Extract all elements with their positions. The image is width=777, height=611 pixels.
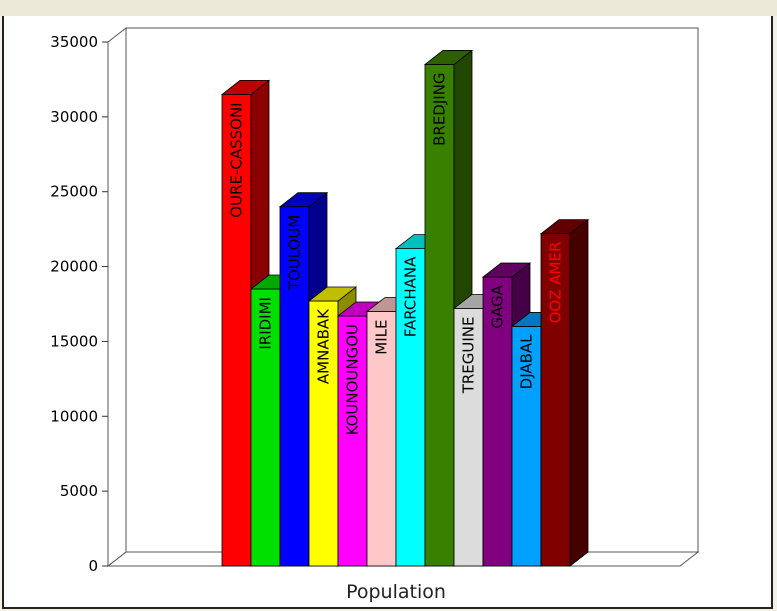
chart-left-wall	[107, 26, 127, 568]
y-tick-label: 15000	[50, 332, 98, 350]
bar-label: OOZ AMER	[547, 242, 565, 324]
bar-front	[366, 311, 397, 567]
y-tick-label: 0	[88, 557, 98, 575]
bar-front	[540, 233, 571, 567]
y-axis-ticks: 0 5000 10000 15000 20000 25000 30000 35000	[50, 33, 108, 575]
y-tick-label: 30000	[50, 108, 98, 126]
bar-front	[337, 315, 368, 567]
y-tick-label: 20000	[50, 258, 98, 276]
y-tick-label: 25000	[50, 183, 98, 201]
bar: OOZ AMER	[539, 218, 590, 567]
bar-front	[424, 64, 455, 567]
bar-top	[307, 286, 358, 302]
bar-label: GAGA	[489, 284, 507, 328]
bar-front	[221, 94, 252, 567]
bar-label: OURE-CASSONI	[228, 102, 246, 217]
bar-top	[481, 262, 532, 278]
bar-top	[423, 50, 474, 65]
bar-label: TREGUINE	[460, 316, 478, 394]
y-tick-label: 35000	[50, 33, 98, 51]
bar-top	[539, 219, 590, 235]
window-top-strip	[0, 0, 777, 16]
bar-label: FARCHANA	[402, 256, 420, 337]
bar-label: TOULOUM	[286, 215, 304, 292]
bar-top	[278, 192, 329, 208]
bar-front	[511, 326, 542, 567]
y-tick-label: 10000	[50, 407, 98, 425]
bar-front	[279, 206, 310, 567]
bar-label: DJABAL	[518, 334, 536, 390]
bar-top	[220, 80, 271, 95]
bars: OURE-CASSONI IRIDIMI TOULOUM AMNABAK KOUNOUN…	[220, 49, 590, 567]
bar-label: IRIDIMI	[257, 297, 275, 350]
bar-front	[482, 276, 513, 567]
x-axis-label: Population	[346, 581, 446, 603]
bar-label: BREDJING	[431, 72, 449, 145]
bar-label: AMNABAK	[315, 308, 333, 384]
bar-front	[395, 248, 426, 567]
bar-front	[250, 288, 281, 567]
y-tick-label: 5000	[60, 482, 98, 500]
bar-side	[569, 218, 589, 567]
bar-label: MILE	[373, 319, 391, 354]
bar-label: KOUNOUNGOU	[344, 324, 362, 435]
